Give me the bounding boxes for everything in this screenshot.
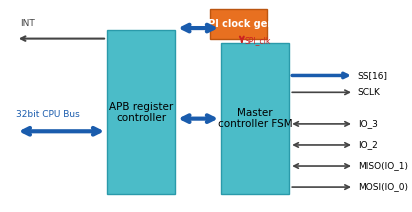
Text: 32bit CPU Bus: 32bit CPU Bus: [16, 110, 80, 119]
Text: Master
controller FSM: Master controller FSM: [218, 108, 293, 130]
Text: APB register
controller: APB register controller: [109, 102, 173, 123]
Text: SCLK: SCLK: [358, 88, 381, 97]
Bar: [210, 9, 267, 39]
Text: SS[16]: SS[16]: [358, 71, 388, 80]
Text: IO_2: IO_2: [358, 141, 377, 149]
Text: MISO(IO_1): MISO(IO_1): [358, 162, 408, 170]
Text: SPI clock gen: SPI clock gen: [201, 19, 275, 29]
Text: IO_3: IO_3: [358, 119, 377, 128]
Text: INT: INT: [20, 19, 35, 28]
Text: SPI_clk: SPI_clk: [245, 36, 271, 45]
Text: MOSI(IO_0): MOSI(IO_0): [358, 183, 408, 192]
Bar: [221, 43, 289, 194]
Bar: [107, 30, 176, 194]
